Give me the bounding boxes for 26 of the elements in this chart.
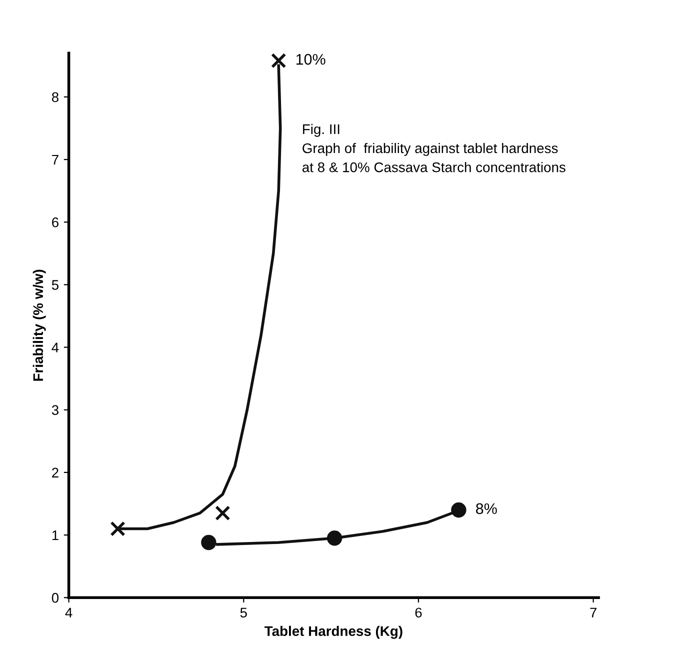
y-tick-label: 6: [52, 217, 58, 228]
x-tick-label: 6: [415, 608, 422, 618]
series-label: 10%: [296, 54, 326, 65]
y-tick-label: 3: [52, 405, 58, 416]
annotation: Graph of friability against tablet hardness: [302, 142, 558, 156]
y-tick-label: 4: [52, 342, 59, 352]
series-label: 8%: [476, 503, 497, 514]
annotation: at 8 & 10% Cassava Starch concentrations: [302, 162, 566, 172]
y-tick-label: 2: [52, 468, 58, 478]
y-tick-label: 5: [52, 280, 58, 290]
y-axis-title: Friability (% w/w): [32, 270, 46, 381]
point: [201, 534, 216, 550]
point: [326, 530, 342, 546]
y-tick-label: 1: [52, 530, 58, 540]
y-tick-label: 8: [52, 92, 58, 102]
x-tick-label: 5: [240, 608, 247, 618]
x-tick-label: 7: [590, 608, 596, 618]
y-tick-label: 0: [52, 592, 59, 603]
x-axis-title: Tablet Hardness (Kg): [264, 626, 402, 639]
point: [215, 506, 230, 521]
point: [271, 53, 286, 68]
point: [110, 521, 126, 536]
y-tick-label: 7: [52, 154, 58, 165]
annotation: Fig. III: [303, 124, 340, 137]
point: [451, 502, 466, 518]
x-tick-label: 4: [65, 608, 72, 618]
